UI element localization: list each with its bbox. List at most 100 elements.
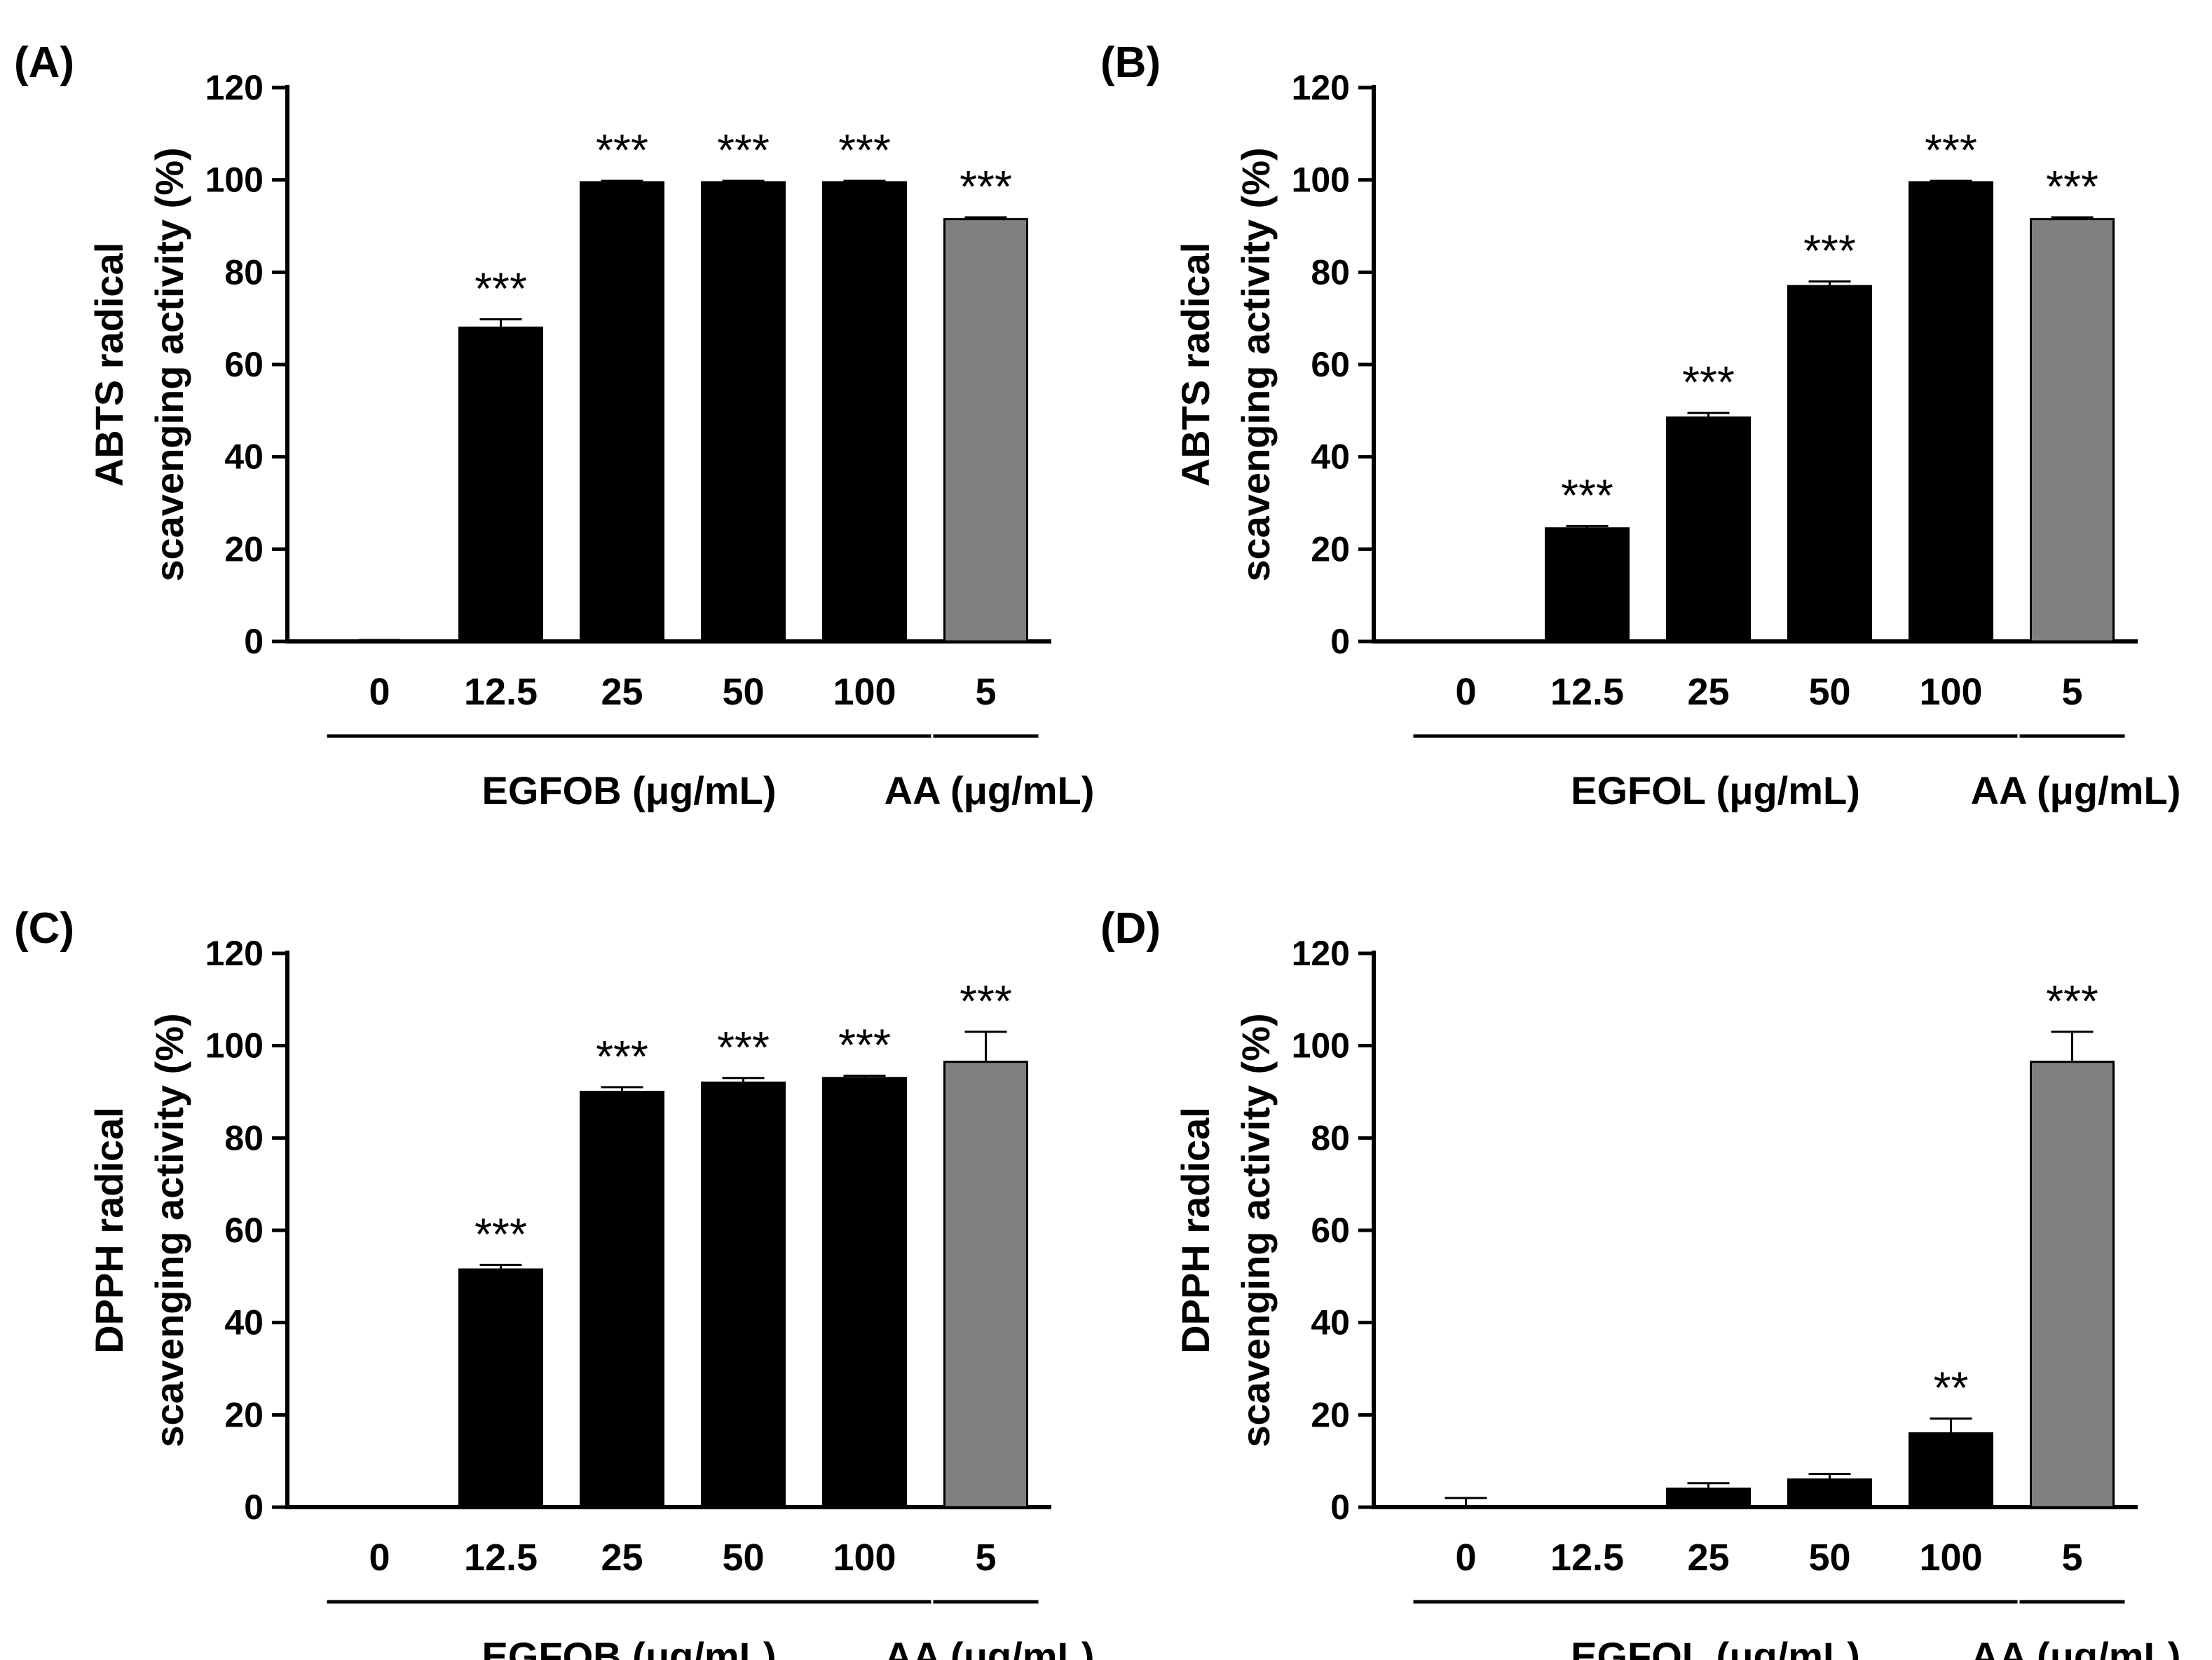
y-tick-label: 100 bbox=[205, 161, 264, 200]
x-tick-label: 25 bbox=[1687, 1537, 1729, 1579]
y-tick-label: 100 bbox=[205, 1026, 264, 1066]
bar-100 bbox=[1909, 181, 1993, 643]
y-axis-label: ABTS radical scavenging activity (%) bbox=[1173, 147, 1278, 581]
x-tick-label: 5 bbox=[2061, 1537, 2082, 1579]
bar-25 bbox=[580, 1091, 664, 1509]
bar-12.5 bbox=[458, 1268, 543, 1509]
y-tick-label: 40 bbox=[224, 1303, 264, 1342]
x-tick-label: 50 bbox=[722, 671, 764, 713]
x-tick-label: 12.5 bbox=[1550, 671, 1624, 713]
x-tick-label: 50 bbox=[722, 1537, 764, 1579]
x-tick-label: 25 bbox=[601, 671, 643, 713]
x-tick-label: 25 bbox=[1687, 671, 1729, 713]
significance-label: *** bbox=[475, 263, 527, 313]
significance-label: *** bbox=[2046, 976, 2098, 1026]
bar-25 bbox=[1666, 1488, 1751, 1509]
y-tick-label: 60 bbox=[224, 345, 264, 384]
bar-5 bbox=[2030, 218, 2115, 643]
y-tick-label: 80 bbox=[224, 252, 264, 292]
panel-label-a: (A) bbox=[14, 39, 74, 87]
bar-100 bbox=[1909, 1432, 1993, 1509]
significance-label: *** bbox=[596, 1031, 648, 1082]
panel-label-b: (B) bbox=[1100, 39, 1161, 87]
y-tick-label: 120 bbox=[205, 934, 264, 973]
group-label: AA (μg/mL) bbox=[885, 1634, 1095, 1660]
significance-label: *** bbox=[1682, 357, 1735, 407]
y-tick-label: 40 bbox=[1311, 437, 1350, 477]
y-axis-label-line: ABTS radical bbox=[87, 243, 131, 487]
y-tick-label: 20 bbox=[224, 529, 264, 569]
significance-label: *** bbox=[838, 125, 891, 175]
bar-12.5 bbox=[1545, 527, 1630, 643]
y-axis-label: ABTS radical scavenging activity (%) bbox=[87, 147, 191, 581]
bar-5 bbox=[2030, 1061, 2115, 1509]
x-tick-label: 100 bbox=[1919, 1537, 1982, 1579]
y-axis-label-line: scavenging activity (%) bbox=[1234, 147, 1278, 581]
x-tick-label: 12.5 bbox=[1550, 1537, 1624, 1579]
y-tick-label: 60 bbox=[224, 1211, 264, 1250]
panel-b: (B) 0 20 40 60 80 100 120 ABTS radical scavenging… bbox=[1100, 39, 2180, 812]
x-tick-label: 5 bbox=[975, 671, 996, 713]
y-axis-label-line: DPPH radical bbox=[87, 1107, 131, 1354]
significance-label: *** bbox=[717, 125, 770, 175]
bar-25 bbox=[1666, 416, 1751, 643]
x-tick-label: 5 bbox=[2061, 671, 2082, 713]
y-tick-label: 20 bbox=[224, 1395, 264, 1434]
bar-100 bbox=[822, 1077, 907, 1509]
y-tick-label: 120 bbox=[205, 68, 264, 107]
significance-label: *** bbox=[1803, 226, 1856, 276]
y-tick-label: 60 bbox=[1311, 1211, 1350, 1250]
group-label: EGFOL (μg/mL) bbox=[1571, 1634, 1860, 1660]
bar-100 bbox=[822, 181, 907, 643]
x-tick-label: 0 bbox=[1455, 1537, 1476, 1579]
y-tick-label: 120 bbox=[1292, 68, 1350, 107]
x-tick-label: 12.5 bbox=[464, 1537, 538, 1579]
bar-25 bbox=[580, 181, 664, 643]
y-tick-label: 80 bbox=[224, 1118, 264, 1157]
y-tick-label: 80 bbox=[1311, 1118, 1350, 1157]
y-tick-label: 0 bbox=[1330, 1488, 1350, 1527]
significance-label: *** bbox=[1925, 125, 1977, 175]
significance-label: *** bbox=[475, 1209, 527, 1259]
x-tick-label: 0 bbox=[369, 671, 390, 713]
panel-label-d: (D) bbox=[1100, 904, 1161, 953]
y-axis-label-line: DPPH radical bbox=[1173, 1107, 1217, 1354]
significance-label: *** bbox=[596, 125, 648, 175]
y-tick-label: 0 bbox=[244, 622, 264, 661]
y-axis-label-line: ABTS radical bbox=[1173, 243, 1217, 487]
panel-c: (C) 0 20 40 60 80 100 120 DPPH radical scavenging… bbox=[14, 904, 1094, 1660]
y-tick-label: 120 bbox=[1292, 934, 1350, 973]
significance-label: ** bbox=[1934, 1363, 1969, 1413]
group-label: AA (μg/mL) bbox=[1971, 768, 2181, 812]
y-tick-label: 60 bbox=[1311, 345, 1350, 384]
y-axis-label: DPPH radical scavenging activity (%) bbox=[1173, 1013, 1278, 1447]
significance-label: *** bbox=[2046, 161, 2098, 212]
y-axis-label-line: scavenging activity (%) bbox=[147, 147, 191, 581]
y-tick-label: 0 bbox=[1330, 622, 1350, 661]
group-label: EGFOB (μg/mL) bbox=[482, 768, 777, 812]
panel-a: (A) 0 20 40 60 80 100 120 ABTS radical scavenging… bbox=[14, 39, 1094, 812]
panel-label-c: (C) bbox=[14, 904, 74, 953]
x-tick-label: 5 bbox=[975, 1537, 996, 1579]
y-tick-label: 0 bbox=[244, 1488, 264, 1527]
x-tick-label: 12.5 bbox=[464, 671, 538, 713]
x-tick-label: 100 bbox=[1919, 671, 1982, 713]
significance-label: *** bbox=[960, 976, 1012, 1026]
bar-5 bbox=[943, 1061, 1028, 1509]
x-tick-label: 0 bbox=[1455, 671, 1476, 713]
y-tick-label: 20 bbox=[1311, 1395, 1350, 1434]
y-tick-label: 100 bbox=[1292, 1026, 1350, 1066]
y-axis-label-line: scavenging activity (%) bbox=[1234, 1013, 1278, 1447]
bar-12.5 bbox=[458, 326, 543, 643]
x-tick-label: 50 bbox=[1808, 1537, 1850, 1579]
y-tick-label: 80 bbox=[1311, 252, 1350, 292]
bar-50 bbox=[701, 1081, 786, 1509]
significance-label: *** bbox=[1561, 470, 1613, 520]
x-tick-label: 25 bbox=[601, 1537, 643, 1579]
panel-d: (D) 0 20 40 60 80 100 120 DPPH radical scavenging… bbox=[1100, 904, 2180, 1660]
y-axis-label: DPPH radical scavenging activity (%) bbox=[87, 1013, 191, 1447]
bar-5 bbox=[943, 218, 1028, 643]
x-tick-label: 100 bbox=[833, 1537, 896, 1579]
x-tick-label: 50 bbox=[1808, 671, 1850, 713]
